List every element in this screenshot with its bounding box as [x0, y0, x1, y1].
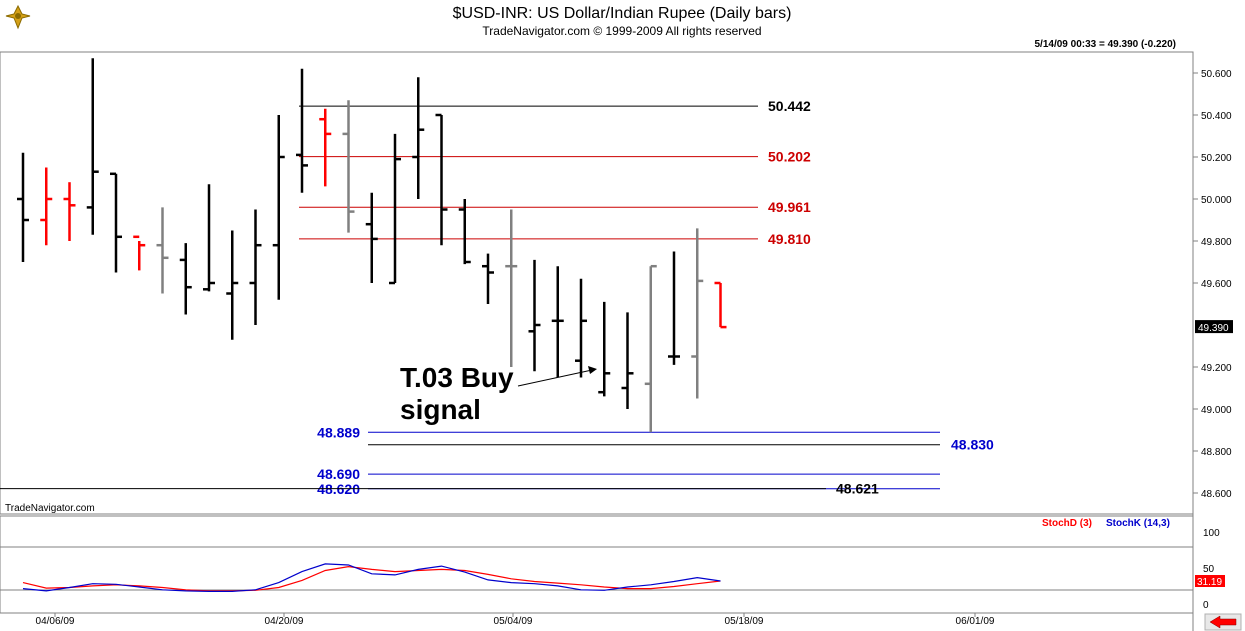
annotation-line2: signal [400, 394, 481, 425]
price-tick-label: 50.600 [1201, 69, 1232, 80]
price-tick-label: 48.600 [1201, 489, 1232, 500]
annotation-arrowhead [588, 366, 597, 374]
ohlc-bar [86, 58, 99, 235]
ohlc-bar [272, 115, 285, 300]
ohlc-bar [319, 108, 332, 187]
stoch-tick-label: 100 [1203, 528, 1220, 539]
scroll-left-icon[interactable] [1204, 613, 1242, 631]
ohlc-bar [17, 152, 29, 262]
level-label: 50.442 [768, 98, 811, 114]
ohlc-bar [644, 264, 657, 433]
level-label: 48.889 [317, 424, 360, 440]
ohlc-bar [598, 301, 611, 397]
price-bars [17, 58, 727, 433]
logo-icon[interactable] [2, 2, 34, 34]
ohlc-bar [528, 259, 541, 372]
ohlc-bar [505, 209, 518, 367]
price-tick-label: 50.400 [1201, 111, 1232, 122]
price-tick-label: 48.800 [1201, 447, 1232, 458]
ohlc-bar [575, 278, 587, 378]
price-tick-label: 49.200 [1201, 363, 1232, 374]
last-price-marker [1195, 320, 1233, 334]
ohlc-bar [412, 77, 425, 199]
ohlc-bar [203, 184, 215, 292]
level-label: 50.202 [768, 149, 811, 165]
ohlc-bar [249, 209, 262, 325]
ohlc-bar [133, 235, 146, 271]
ohlc-bar [110, 172, 122, 273]
ohlc-bar [63, 182, 76, 241]
price-tick-label: 49.000 [1201, 405, 1232, 416]
stoch-tick-label: 0 [1203, 600, 1209, 611]
date-axis: 04/06/09 04/20/09 05/04/09 05/18/09 06/01/09 [36, 613, 995, 627]
level-label: 49.961 [768, 199, 811, 215]
ohlc-bar [621, 312, 634, 409]
ohlc-bar [365, 192, 378, 283]
date-tick-label: 04/06/09 [36, 616, 75, 627]
date-tick-label: 04/20/09 [265, 616, 304, 627]
ohlc-bar [668, 251, 680, 365]
ohlc-bar [342, 100, 355, 233]
buy-signal-annotation: T.03 Buy signal [400, 362, 597, 425]
ohlc-bar [156, 207, 169, 294]
stoch-lines [22, 563, 721, 593]
level-label: 48.690 [317, 466, 360, 482]
ohlc-bar [226, 230, 239, 340]
annotation-arrow [517, 369, 593, 387]
ohlc-bar [435, 113, 448, 246]
level-lines: 50.442 50.202 49.961 49.810 48.889 48.830 48.6… [0, 98, 994, 497]
price-axis: 50.600 50.400 50.200 50.000 49.800 49.600 49.3… [1193, 69, 1233, 500]
level-label: 48.830 [951, 437, 994, 453]
legend-stochk: StochK (14,3) [1106, 518, 1170, 529]
annotation-line1: T.03 Buy [400, 362, 514, 393]
price-tick-label: 49.600 [1201, 279, 1232, 290]
stoch-last-label: 31.19 [1197, 577, 1222, 588]
last-price-label: 49.390 [1198, 323, 1229, 334]
ohlc-bar [389, 133, 401, 285]
ohlc-bar [40, 167, 53, 246]
price-tick-label: 50.200 [1201, 153, 1232, 164]
level-label: 49.810 [768, 231, 811, 247]
stochk-line [22, 563, 721, 593]
price-panel [0, 51, 1194, 631]
ohlc-bar [296, 68, 308, 193]
legend-stochd: StochD (3) [1042, 518, 1092, 529]
ohlc-bar [714, 281, 727, 329]
date-tick-label: 06/01/09 [956, 616, 995, 627]
ohlc-bar [458, 199, 471, 265]
ohlc-bar [691, 228, 704, 399]
date-tick-label: 05/18/09 [725, 616, 764, 627]
ohlc-bar [179, 243, 192, 315]
ohlc-bar [482, 253, 494, 304]
quote-readout: 5/14/09 00:33 = 49.390 (-0.220) [1035, 39, 1177, 50]
chart-subtitle: TradeNavigator.com © 1999-2009 All right… [482, 24, 761, 38]
stochd-line [22, 565, 721, 592]
price-tick-label: 50.000 [1201, 195, 1232, 206]
stoch-last-marker [1195, 575, 1225, 587]
watermark: TradeNavigator.com [5, 503, 95, 514]
date-tick-label: 05/04/09 [494, 616, 533, 627]
stoch-axis: 100 50 0 31.19 [1195, 528, 1225, 611]
chart-title: $USD-INR: US Dollar/Indian Rupee (Daily … [453, 5, 792, 22]
stochastic-panel [0, 515, 1194, 614]
price-tick-label: 49.800 [1201, 237, 1232, 248]
level-label: 48.621 [836, 481, 879, 497]
ohlc-bar [551, 266, 564, 378]
stoch-tick-label: 50 [1203, 564, 1215, 575]
